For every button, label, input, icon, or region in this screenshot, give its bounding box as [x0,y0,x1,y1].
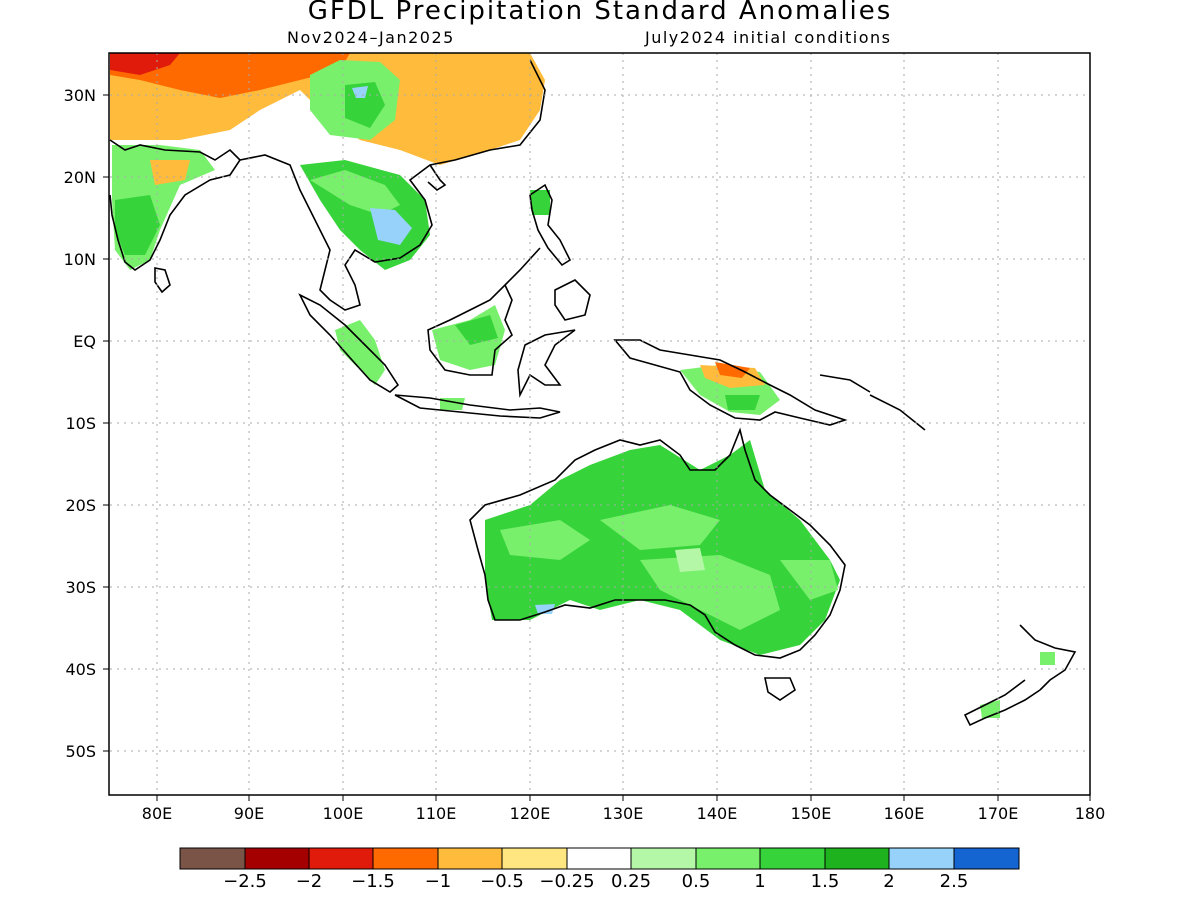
colorbar-swatch [953,847,1020,870]
coast-solomons [869,394,926,431]
lon-label: 80E [141,804,173,823]
anomaly-india-wet-core [115,195,160,255]
colorbar-label: 2 [883,871,895,892]
colorbar-swatch [179,847,246,870]
anomaly-india-dry-spot [150,160,190,185]
lon-label: 100E [322,804,364,823]
coast-borneo [427,283,513,376]
lat-label: 20N [63,168,96,187]
colorbar-label: 0.5 [681,871,711,892]
lon-label: 180 [1074,804,1106,823]
lat-label: 10S [65,414,96,433]
lon-label: 120E [509,804,551,823]
lat-label: 30S [65,578,96,597]
colorbar-swatch [759,847,826,870]
lat-label: 20S [65,496,96,515]
anomaly-philippines-wet [530,190,550,215]
colorbar-label: −0.25 [539,871,595,892]
lon-label: 150E [790,804,832,823]
lon-label: 140E [696,804,738,823]
anomaly-australia-light-3 [640,555,780,630]
lat-label: 30N [63,86,96,105]
anomaly-indochina-light [310,170,400,215]
colorbar-swatch [566,847,632,870]
coast-java [394,394,561,419]
lat-label: 50S [65,742,96,761]
colorbar-swatch [695,847,761,870]
colorbar-label: 1.5 [810,871,840,892]
colorbar-label: 2.5 [939,871,969,892]
anomaly-australia-blue [535,604,555,614]
anomaly-cambodia-blue [370,208,412,245]
anomaly-nz-wet [1040,652,1055,665]
colorbar-label: −1.5 [351,871,395,892]
lon-label: 90E [233,804,265,823]
colorbar-swatch [501,847,568,870]
tick-marks [103,94,1091,801]
anomaly-northwest-red [110,53,180,75]
coast-burma-indochina [239,59,546,311]
coast-luzon [529,183,572,267]
anomaly-australia-light-1 [500,520,590,560]
colorbar-swatch [372,847,439,870]
lon-label: 160E [883,804,925,823]
colorbar-label: −2.5 [223,871,267,892]
anomaly-borneo-core [455,315,498,345]
coast-palawan [504,247,541,286]
anomaly-sumatra-wet [335,320,385,385]
coast-australia [469,427,846,659]
anomaly-fields [110,53,1055,718]
anomaly-png-strong-dry [715,362,750,378]
coast-sulawesi [517,329,576,398]
colorbar-label: −0.5 [480,871,524,892]
coast-india [109,139,242,271]
lat-label: EQ [73,332,96,351]
colorbar-label: −2 [295,871,323,892]
coast-sumatra [298,293,400,393]
colorbar-label: 0.25 [610,871,652,892]
coast-china-south [427,164,447,191]
coast-new-guinea [613,339,848,426]
initial-conditions: July2024 initial conditions [645,28,892,47]
colorbar-swatch [244,847,310,870]
lon-label: 170E [977,804,1019,823]
colorbar-swatch [308,847,374,870]
colorbar-swatch [888,847,955,870]
anomaly-australia-light-4 [780,560,838,600]
lon-label: 110E [415,804,457,823]
graticule [110,53,1090,795]
anomaly-png-core [725,395,760,410]
coastlines [109,59,1077,727]
coast-nz-north [1019,624,1077,691]
map-title: GFDL Precipitation Standard Anomalies [307,0,893,26]
lon-label: 130E [602,804,644,823]
colorbar-label: 1 [754,871,766,892]
colorbar-swatch [437,847,503,870]
coast-mindanao [554,279,591,321]
colorbar-swatch [630,847,697,870]
lat-label: 40S [65,660,96,679]
map-frame [108,52,1091,796]
forecast-period: Nov2024–Jan2025 [287,28,455,47]
colorbar-swatch [824,847,890,870]
lat-label: 10N [63,250,96,269]
colorbar-label: −1 [424,871,452,892]
coast-tasmania [764,677,796,701]
anomaly-indochina-wet [300,160,430,270]
colorbar [179,847,1020,870]
anomaly-australia-light-2 [600,505,720,550]
coast-sri-lanka [154,267,171,294]
anomaly-australia-pale [675,548,705,572]
coast-nz-south [963,679,1041,727]
coast-new-britain [819,374,871,393]
